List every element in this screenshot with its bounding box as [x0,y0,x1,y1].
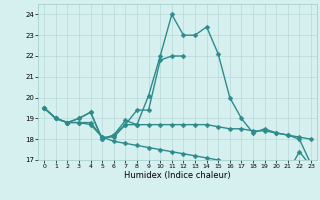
X-axis label: Humidex (Indice chaleur): Humidex (Indice chaleur) [124,171,231,180]
